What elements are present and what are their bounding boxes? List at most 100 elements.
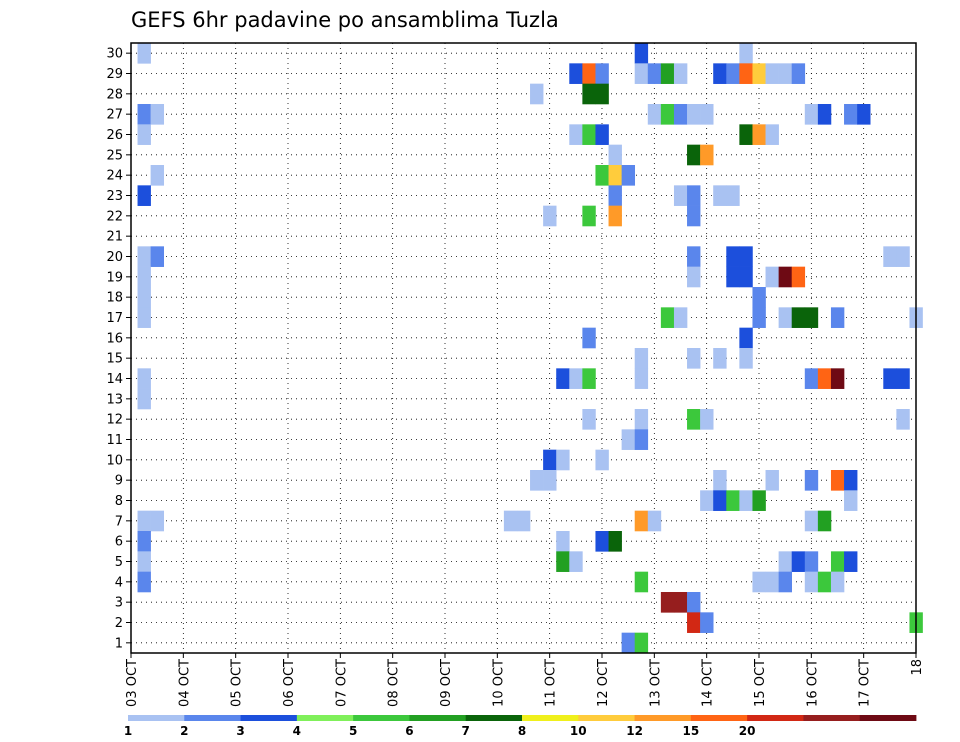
legend-label: 7 xyxy=(462,724,470,738)
data-cell xyxy=(543,205,557,227)
y-tick-label: 2 xyxy=(115,616,123,631)
data-cell xyxy=(673,307,688,328)
x-tick-label: 11 OCT xyxy=(544,659,559,707)
data-cell xyxy=(713,490,727,511)
data-cell xyxy=(634,632,649,654)
data-cell xyxy=(150,165,165,186)
data-cell xyxy=(804,470,819,491)
data-cell xyxy=(621,632,636,654)
x-tick-label: 05 OCT xyxy=(230,659,245,707)
data-cell xyxy=(137,287,151,308)
y-tick-label: 8 xyxy=(115,494,123,509)
data-cell xyxy=(634,409,649,430)
data-cell xyxy=(137,388,151,410)
data-cell xyxy=(595,449,609,471)
data-cell xyxy=(726,266,740,288)
legend-swatch xyxy=(465,715,523,721)
y-tick-label: 12 xyxy=(106,413,123,428)
data-cell xyxy=(804,571,819,593)
data-cell xyxy=(556,449,570,471)
y-tick-label: 14 xyxy=(106,372,123,387)
data-cell xyxy=(660,63,675,84)
data-cells xyxy=(137,43,923,654)
data-cell xyxy=(752,63,766,84)
data-cell xyxy=(634,348,649,369)
data-cell xyxy=(791,266,806,288)
data-cell xyxy=(778,307,793,328)
y-tick-label: 16 xyxy=(106,331,123,346)
data-cell xyxy=(739,348,753,369)
data-cell xyxy=(582,124,596,145)
data-cell xyxy=(687,409,701,430)
data-cell xyxy=(660,307,675,328)
data-cell xyxy=(569,124,583,145)
data-cell xyxy=(634,63,649,84)
y-tick-label: 22 xyxy=(106,209,123,224)
data-cell xyxy=(778,571,793,593)
data-cell xyxy=(556,368,570,389)
data-cell xyxy=(530,470,544,491)
data-cell xyxy=(137,43,151,64)
x-tick-label: 18 xyxy=(910,659,925,676)
y-tick-label: 6 xyxy=(115,535,123,550)
data-cell xyxy=(713,348,727,369)
data-cell xyxy=(739,327,753,349)
legend-label: 12 xyxy=(626,724,643,738)
legend-swatch xyxy=(240,715,298,721)
data-cell xyxy=(739,63,753,84)
data-cell xyxy=(752,490,766,511)
data-cell xyxy=(137,531,151,552)
legend-label: 15 xyxy=(683,724,700,738)
data-cell xyxy=(137,246,151,267)
data-cell xyxy=(647,63,662,84)
data-cell xyxy=(608,144,622,166)
y-tick-label: 20 xyxy=(106,250,123,265)
data-cell xyxy=(687,144,701,166)
data-cell xyxy=(778,266,793,288)
data-cell xyxy=(739,246,753,267)
data-cell xyxy=(687,592,701,613)
data-cell xyxy=(804,368,819,389)
data-cell xyxy=(595,83,609,105)
y-tick-label: 3 xyxy=(115,596,123,611)
legend-swatch xyxy=(803,715,861,721)
data-cell xyxy=(726,63,740,84)
data-cell xyxy=(687,348,701,369)
data-cell xyxy=(739,266,753,288)
data-cell xyxy=(137,571,151,593)
data-cell xyxy=(569,551,583,572)
legend-label: 20 xyxy=(739,724,756,738)
data-cell xyxy=(137,104,151,125)
chart-title: GEFS 6hr padavine po ansamblima Tuzla xyxy=(131,8,559,32)
y-tick-label: 27 xyxy=(106,108,123,123)
data-cell xyxy=(844,490,858,511)
legend-swatch xyxy=(747,715,804,721)
data-cell xyxy=(516,510,531,532)
data-cell xyxy=(150,104,165,125)
x-tick-label: 09 OCT xyxy=(439,659,454,707)
data-cell xyxy=(150,246,165,267)
legend-swatch xyxy=(690,715,748,721)
y-tick-label: 5 xyxy=(115,555,123,570)
data-cell xyxy=(830,571,845,593)
legend-label: 5 xyxy=(349,724,357,738)
legend-swatch xyxy=(184,715,241,721)
data-cell xyxy=(543,449,557,471)
y-tick-label: 10 xyxy=(106,453,123,468)
y-tick-label: 29 xyxy=(106,67,123,82)
data-cell xyxy=(883,368,897,389)
data-cell xyxy=(634,510,649,532)
data-cell xyxy=(752,287,766,308)
legend-label: 1 xyxy=(124,724,132,738)
data-cell xyxy=(752,124,766,145)
data-cell xyxy=(660,592,675,613)
data-cell xyxy=(687,612,701,633)
y-tick-label: 21 xyxy=(106,230,123,245)
data-cell xyxy=(634,429,649,450)
data-cell xyxy=(556,531,570,552)
data-cell xyxy=(608,165,622,186)
y-tick-label: 24 xyxy=(106,169,123,184)
x-tick-label: 15 OCT xyxy=(753,659,768,707)
data-cell xyxy=(896,409,910,430)
